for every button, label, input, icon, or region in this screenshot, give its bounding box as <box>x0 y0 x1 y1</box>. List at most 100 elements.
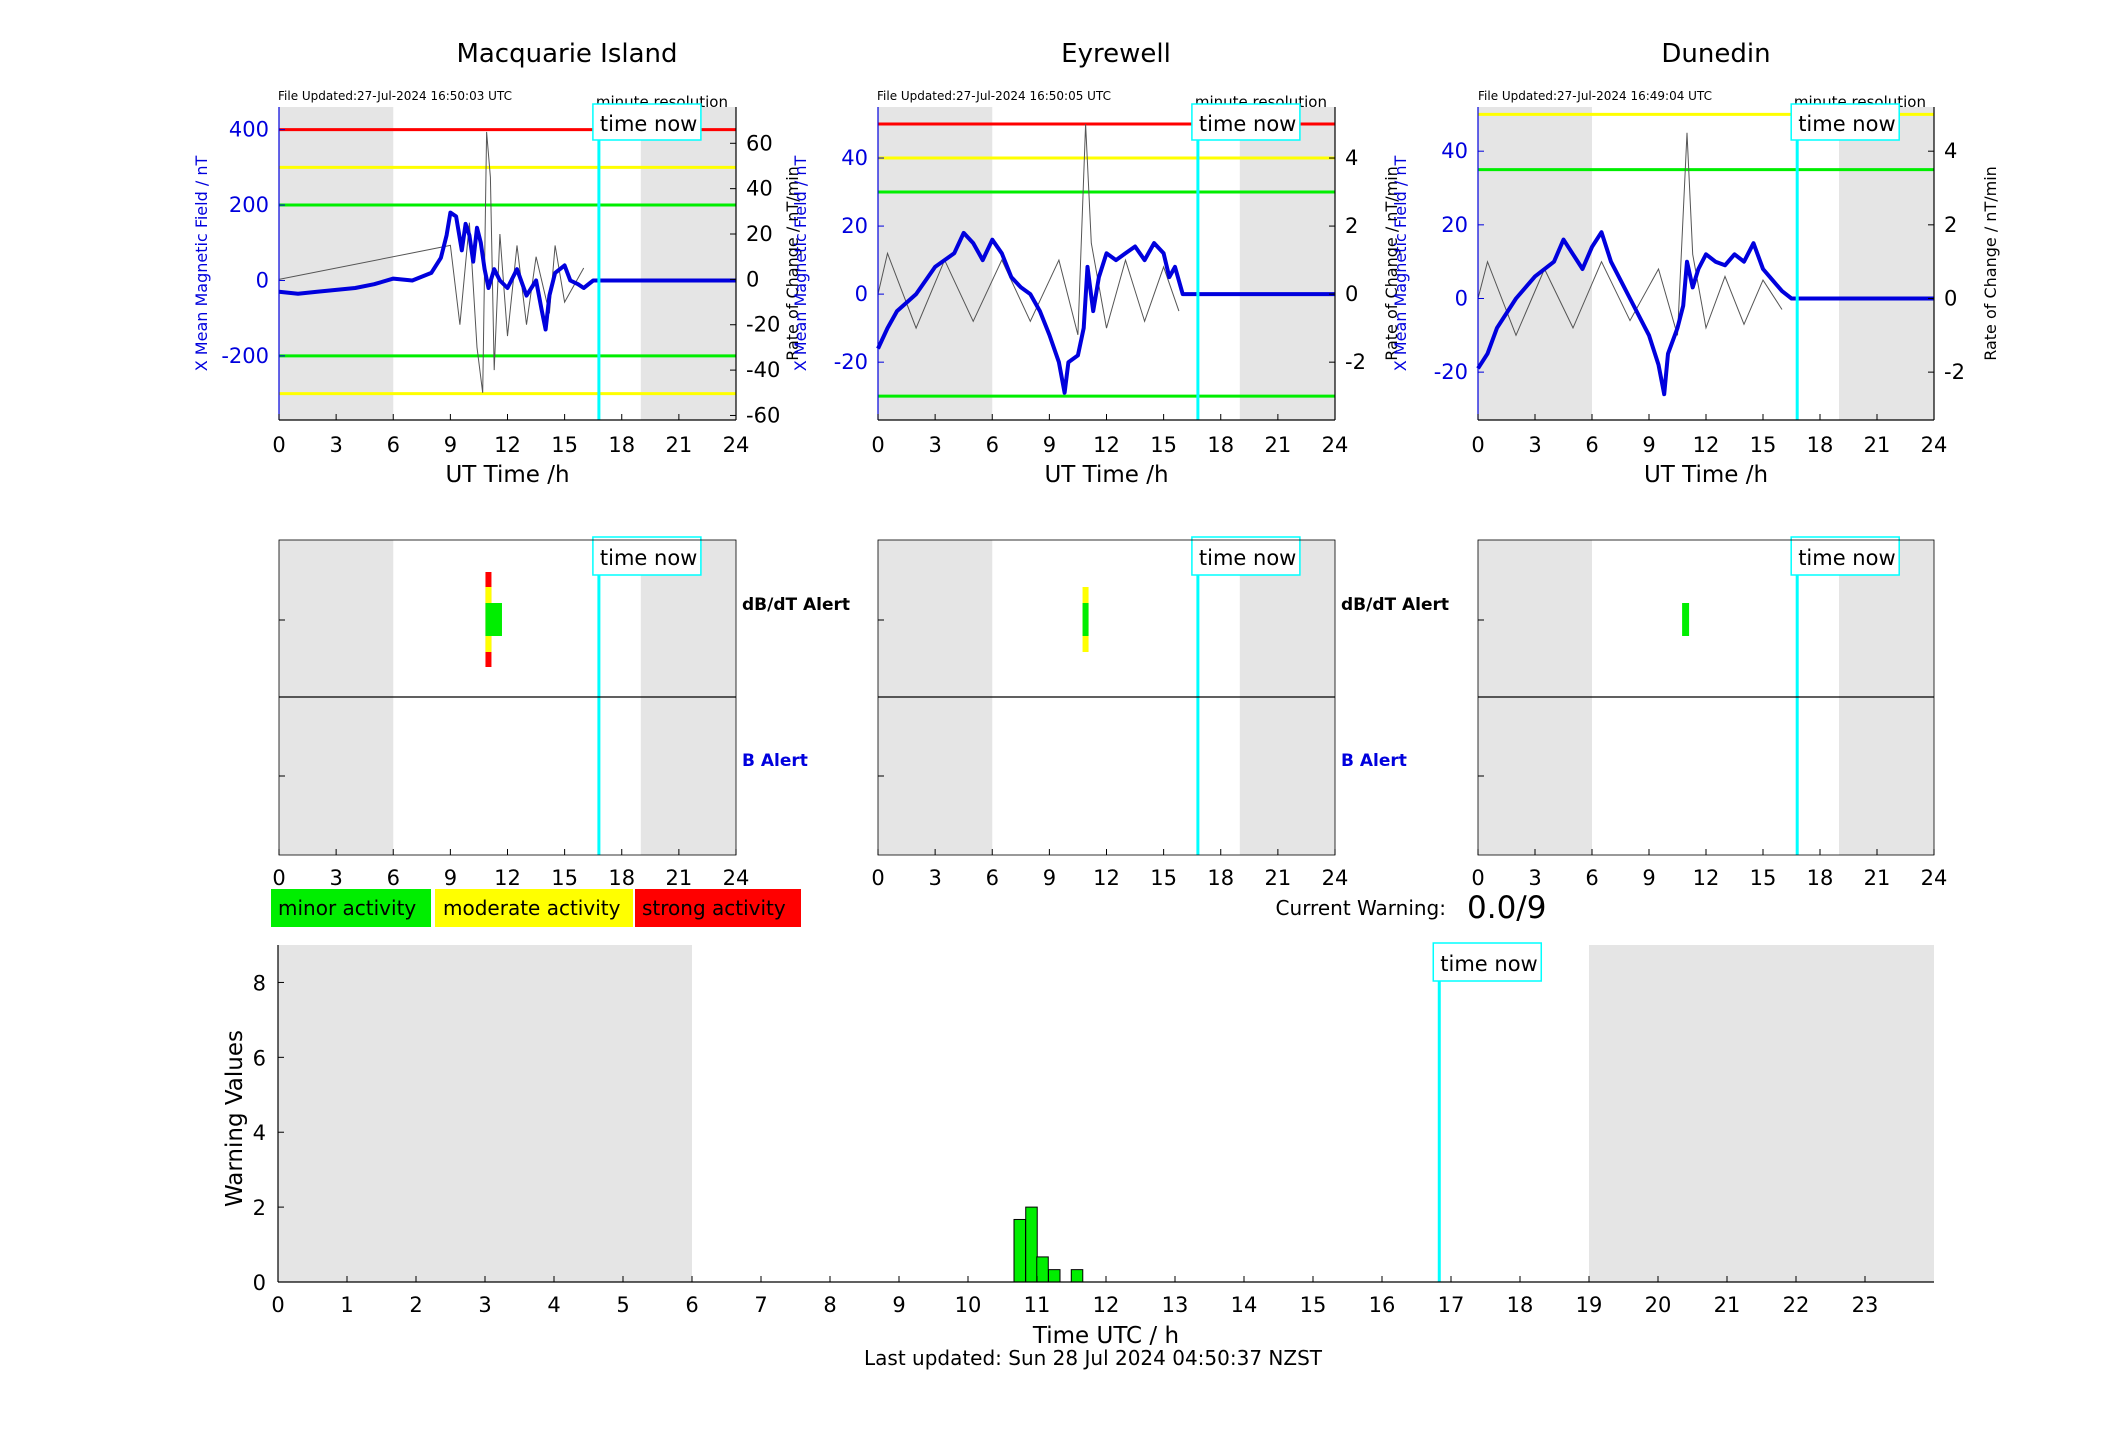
legend-minor-swatch <box>271 889 431 927</box>
y-tick-label: 0 <box>855 282 868 306</box>
legend-strong-label: strong activity <box>642 896 786 920</box>
warning-bar <box>1025 1206 1038 1283</box>
x-tick-label: 14 <box>1231 1293 1258 1317</box>
night-shade <box>278 945 692 1282</box>
night-shade <box>1589 945 1934 1282</box>
field-line <box>1476 230 1934 397</box>
x-tick-label: 11 <box>1024 1293 1051 1317</box>
y-axis-label: Warning Values <box>222 1030 248 1207</box>
x-tick-label: 0 <box>271 1293 284 1317</box>
x-tick-label: 15 <box>1750 433 1777 457</box>
y2-tick-label: 60 <box>746 131 773 155</box>
y-tick-label: 20 <box>841 214 868 238</box>
warning-bar <box>1013 1218 1026 1283</box>
night-shade <box>640 107 736 420</box>
x-tick-label: 12 <box>1693 433 1720 457</box>
x-tick-label: 13 <box>1162 1293 1189 1317</box>
y2-tick-label: 0 <box>746 267 759 291</box>
dbdt-alert-minor <box>485 603 492 636</box>
x-tick-label: 6 <box>387 866 400 890</box>
warning-values-panel <box>277 942 1934 1283</box>
y-tick-label: 6 <box>253 1046 266 1070</box>
file-updated-dunedin: File Updated:27-Jul-2024 16:49:04 UTC <box>1478 89 1712 103</box>
time-now-box <box>1432 942 1543 982</box>
y2-tick-label: 0 <box>1345 282 1358 306</box>
x-tick-label: 22 <box>1783 1293 1810 1317</box>
x-axis-label: UT Time /h <box>445 462 569 488</box>
x-tick-label: 9 <box>1043 866 1056 890</box>
night-shade <box>1239 107 1335 420</box>
y-tick-label: 0 <box>253 1271 266 1295</box>
x-tick-label: 12 <box>1693 866 1720 890</box>
x-axis-label: UT Time /h <box>1644 462 1768 488</box>
rate-of-change-line <box>1477 132 1783 337</box>
x-tick-label: 24 <box>723 866 750 890</box>
y-tick-label: 0 <box>256 268 269 292</box>
x-tick-label: 18 <box>1207 433 1234 457</box>
x-tick-label: 15 <box>1750 866 1777 890</box>
legend-strong-swatch <box>635 889 801 927</box>
time-now-label: time now <box>600 112 697 136</box>
y-tick-label: 20 <box>1441 213 1468 237</box>
alert-panel-1 <box>877 536 1336 856</box>
field-panel-1 <box>876 103 1336 421</box>
x-tick-label: 15 <box>551 866 578 890</box>
station-title-eyrewell: Eyrewell <box>1061 39 1171 69</box>
night-shade <box>279 107 394 420</box>
x-tick-label: 0 <box>272 866 285 890</box>
y-tick-label: 2 <box>253 1196 266 1220</box>
y2-axis-label: Rate of Change / nT/min <box>783 166 802 361</box>
y2-tick-label: -2 <box>1345 350 1366 374</box>
y2-axis-label: Rate of Change / nT/min <box>1382 166 1401 361</box>
x-tick-label: 15 <box>551 433 578 457</box>
dbdt-alert-minor <box>494 603 502 636</box>
dbdt-alert-minor <box>1082 603 1089 636</box>
x-tick-label: 9 <box>1642 433 1655 457</box>
legend-moderate-label: moderate activity <box>443 896 621 920</box>
x-tick-label: 18 <box>1207 866 1234 890</box>
x-tick-label: 9 <box>1043 433 1056 457</box>
legend-moderate-swatch <box>435 889 633 927</box>
x-tick-label: 18 <box>608 433 635 457</box>
y2-tick-label: 4 <box>1944 139 1957 163</box>
night-shade <box>1478 107 1592 420</box>
time-now-label: time now <box>1440 952 1537 976</box>
y2-tick-label: 4 <box>1345 146 1358 170</box>
time-now-label: time now <box>1798 546 1895 570</box>
activity-legend: minor activity moderate activity strong … <box>271 889 801 927</box>
current-warning-value: 0.0/9 <box>1467 890 1546 926</box>
y2-tick-label: -60 <box>746 403 780 427</box>
x-tick-label: 19 <box>1576 1293 1603 1317</box>
x-tick-label: 21 <box>1265 866 1292 890</box>
x-tick-label: 17 <box>1438 1293 1465 1317</box>
x-tick-label: 23 <box>1852 1293 1879 1317</box>
x-tick-label: 21 <box>666 433 693 457</box>
x-tick-label: 10 <box>955 1293 982 1317</box>
x-tick-label: 12 <box>494 866 521 890</box>
warning-bar <box>1070 1269 1084 1283</box>
x-tick-label: 15 <box>1150 433 1177 457</box>
y2-axis-label: Rate of Change / nT/min <box>1981 166 2000 361</box>
warning-bar <box>1048 1269 1061 1283</box>
y2-tick-label: 2 <box>1944 213 1957 237</box>
current-warning-label: Current Warning: <box>1276 896 1446 920</box>
file-updated-eyrewell: File Updated:27-Jul-2024 16:50:05 UTC <box>877 89 1111 103</box>
x-tick-label: 9 <box>444 433 457 457</box>
y-axis-label: X Mean Magnetic Field / nT <box>192 156 211 372</box>
dbdt-alert-minor <box>489 603 497 636</box>
time-now-box <box>592 103 702 141</box>
night-shade <box>878 107 993 420</box>
field-line <box>278 210 736 332</box>
y-tick-label: 40 <box>841 146 868 170</box>
x-tick-label: 9 <box>444 866 457 890</box>
x-tick-label: 15 <box>1150 866 1177 890</box>
x-tick-label: 3 <box>1528 866 1541 890</box>
x-tick-label: 0 <box>272 433 285 457</box>
y2-tick-label: 2 <box>1345 214 1358 238</box>
x-tick-label: 5 <box>616 1293 629 1317</box>
x-tick-label: 3 <box>329 866 342 890</box>
field-panel-0 <box>278 103 737 421</box>
b-alert-label-eyrewell: B Alert <box>1341 751 1407 771</box>
x-tick-label: 21 <box>666 866 693 890</box>
y-tick-label: 40 <box>1441 139 1468 163</box>
